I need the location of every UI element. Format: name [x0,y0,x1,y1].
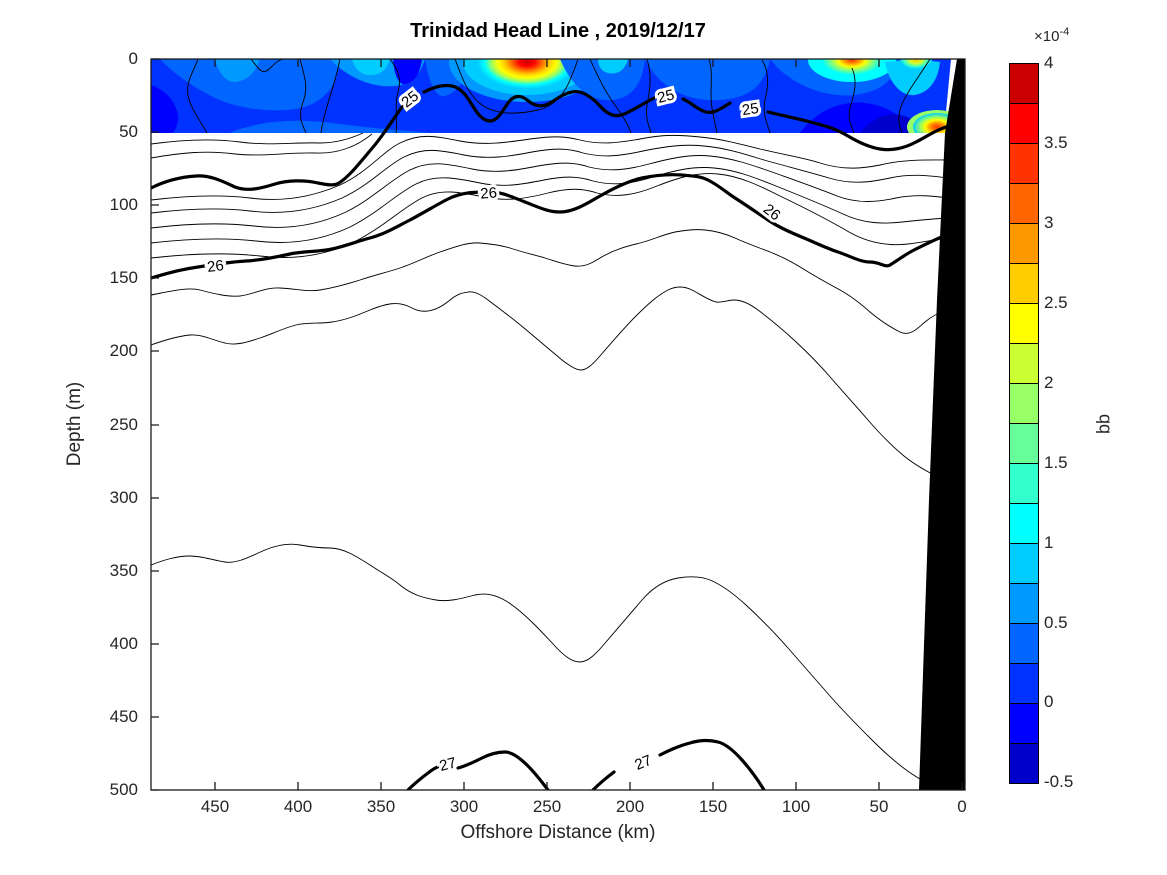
colorbar-segment [1010,184,1038,224]
bb-filled-band [151,59,956,133]
colorbar-tick-label: 3.5 [1044,133,1068,152]
y-tick-label: 0 [128,49,138,68]
y-tick-label: 450 [109,707,138,726]
colorbar-segment [1010,424,1038,464]
thick-isopycnal-contours [151,83,958,790]
y-tick-label: 150 [109,268,138,287]
x-tick-label: 0 [957,797,967,816]
colorbar-tick-label: -0.5 [1044,772,1074,791]
y-tick-label: 350 [109,561,138,580]
colorbar-segment [1010,104,1038,144]
colorbar-segment [1010,384,1038,424]
colorbar-tick-label: 1 [1044,533,1054,552]
contour-label-26: 26 [480,184,498,202]
contour-label-26: 26 [206,257,225,276]
x-tick-label: 50 [869,797,889,816]
colorbar [1009,63,1039,784]
colorbar-label: bb [1093,413,1114,435]
colorbar-multiplier-exponent: -4 [1059,26,1070,38]
colorbar-segment [1010,584,1038,624]
axes-frame [150,58,966,791]
plot-title: Trinidad Head Line , 2019/12/17 [410,20,706,42]
y-tick-label: 500 [109,780,138,799]
colorbar-tick-label: 3 [1044,213,1054,232]
x-tick-label: 150 [698,797,728,816]
y-tick-label: 50 [119,122,138,141]
colorbar-segment [1010,664,1038,704]
colorbar-segment [1010,264,1038,304]
x-tick-label: 250 [532,797,562,816]
contour-labels: 25 25 25 26 26 26 27 27 [203,83,786,778]
x-tick-label: 400 [283,797,313,816]
colorbar-tick-label: 2.5 [1044,293,1068,312]
contour-label-27: 27 [438,754,458,775]
y-tick-label: 250 [109,415,138,434]
x-tick-label: 450 [200,797,230,816]
colorbar-segment [1010,464,1038,504]
y-tick-label: 100 [109,195,138,214]
colorbar-tick-label: 2 [1044,373,1054,392]
contour-label-25: 25 [741,100,760,119]
bb-hotspot-2 [822,59,882,75]
bathymetry-wedge [919,59,965,790]
colorbar-tick-label: 4 [1044,53,1054,72]
y-tick-label: 400 [109,634,138,653]
colorbar-segment [1010,624,1038,664]
colorbar-segment [1010,704,1038,744]
colorbar-tick-label: 1.5 [1044,453,1068,472]
colorbar-segment [1010,144,1038,184]
colorbar-segment [1010,504,1038,544]
colorbar-segment [1010,64,1038,104]
thin-isopycnal-contours [151,59,952,787]
colorbar-segment [1010,544,1038,584]
bb-hotspot-main [477,59,577,89]
y-axis-label: Depth (m) [64,381,85,467]
colorbar-tick-label: 0 [1044,692,1054,711]
bb-hotspot-3 [900,59,932,69]
y-tick-label: 200 [109,341,138,360]
contour-label-27: 27 [632,752,654,774]
colorbar-tick-label: 0.5 [1044,613,1068,632]
contour-label-26: 26 [760,201,784,225]
x-tick-label: 300 [449,797,479,816]
x-tick-label: 100 [781,797,811,816]
x-axis-label: Offshore Distance (km) [460,822,656,843]
colorbar-segment [1010,224,1038,264]
colorbar-multiplier-base: ×10 [1034,28,1060,45]
y-tick-label: 300 [109,488,138,507]
x-tick-label: 200 [615,797,645,816]
colorbar-segment [1010,304,1038,344]
colorbar-segment [1010,744,1038,783]
colorbar-multiplier: ×10-4 [1034,26,1069,45]
x-tick-label: 350 [366,797,396,816]
colorbar-segment [1010,344,1038,384]
